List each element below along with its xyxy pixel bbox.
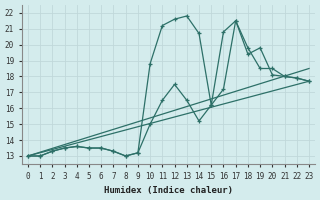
X-axis label: Humidex (Indice chaleur): Humidex (Indice chaleur) <box>104 186 233 195</box>
